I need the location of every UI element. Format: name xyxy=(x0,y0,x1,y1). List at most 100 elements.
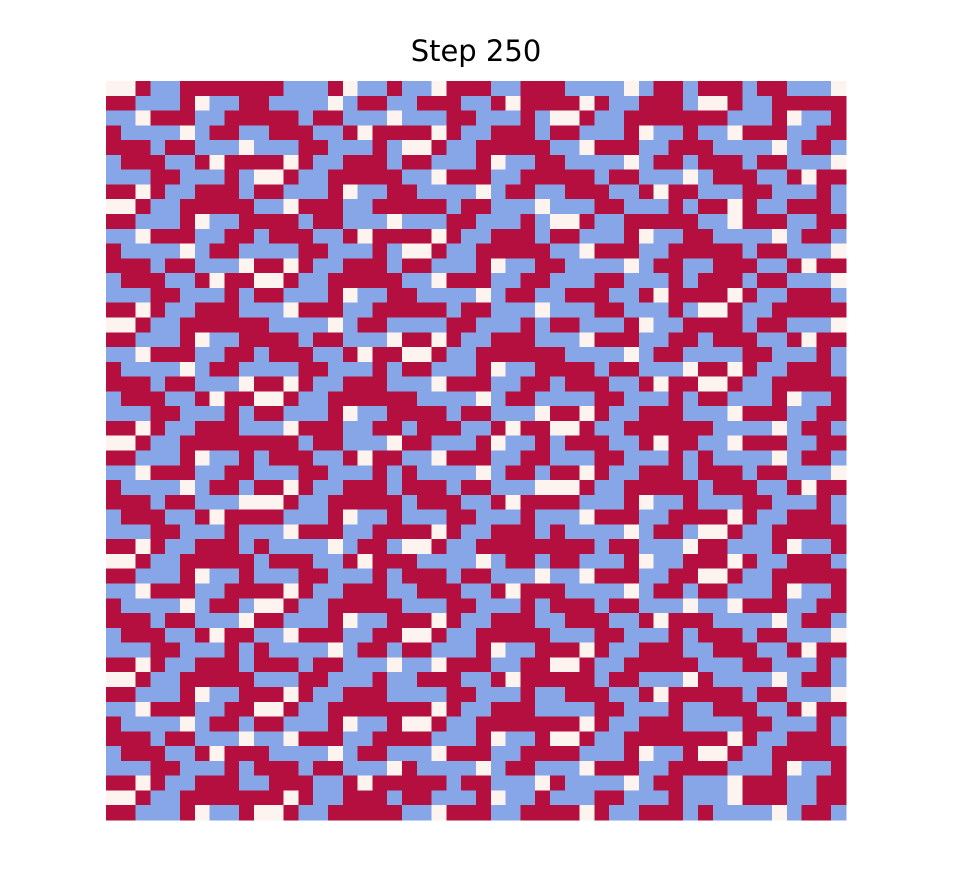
cell xyxy=(283,391,299,407)
cell xyxy=(461,184,477,200)
cell xyxy=(239,642,255,658)
cell xyxy=(431,214,447,230)
cell xyxy=(209,273,225,289)
cell xyxy=(594,435,610,451)
cell xyxy=(638,347,655,363)
cell xyxy=(431,465,447,481)
cell xyxy=(194,613,211,629)
cell xyxy=(402,435,418,451)
cell xyxy=(653,760,669,777)
cell xyxy=(786,716,803,732)
cell xyxy=(476,228,492,245)
cell xyxy=(624,391,640,407)
cell xyxy=(446,184,462,200)
cell xyxy=(372,450,388,466)
cell xyxy=(313,790,329,806)
cell xyxy=(357,465,373,481)
cell xyxy=(742,598,758,614)
cell xyxy=(194,214,211,230)
cell xyxy=(387,509,403,525)
cell xyxy=(120,627,137,644)
cell xyxy=(194,169,211,185)
cell xyxy=(816,347,832,363)
cell xyxy=(698,642,714,658)
cell xyxy=(683,657,699,673)
cell xyxy=(194,287,211,304)
cell xyxy=(653,302,669,318)
cell xyxy=(490,613,507,629)
cell xyxy=(180,228,196,245)
cell xyxy=(742,243,758,259)
cell xyxy=(727,184,743,200)
cell xyxy=(727,228,743,245)
cell xyxy=(209,391,225,407)
cell xyxy=(786,406,803,422)
cell xyxy=(550,450,566,466)
cell xyxy=(505,642,521,658)
cell xyxy=(505,435,521,451)
cell xyxy=(209,81,225,97)
cell xyxy=(328,583,344,599)
cell xyxy=(150,154,166,171)
cell xyxy=(209,480,225,496)
cell xyxy=(816,613,832,629)
cell xyxy=(357,524,373,540)
cell xyxy=(624,81,640,97)
cell xyxy=(772,480,788,496)
cell xyxy=(372,657,388,673)
cell xyxy=(624,583,640,599)
cell xyxy=(727,317,743,333)
cell xyxy=(431,716,447,732)
cell xyxy=(638,539,655,555)
cell xyxy=(298,214,314,230)
cell xyxy=(416,184,433,200)
cell xyxy=(564,95,581,112)
cell xyxy=(698,672,714,688)
cell xyxy=(431,361,447,378)
cell xyxy=(194,598,211,614)
cell xyxy=(387,302,403,318)
cell xyxy=(209,406,225,422)
cell xyxy=(801,361,817,378)
cell xyxy=(268,95,285,112)
cell xyxy=(328,95,344,112)
cell xyxy=(535,790,551,806)
cell xyxy=(150,760,166,777)
cell xyxy=(254,465,270,481)
cell xyxy=(461,450,477,466)
cell xyxy=(550,406,566,422)
cell xyxy=(757,406,773,422)
cell xyxy=(446,376,462,392)
cell xyxy=(490,391,507,407)
cell xyxy=(476,627,492,644)
cell xyxy=(535,598,551,614)
cell xyxy=(239,258,255,274)
cell xyxy=(283,760,299,777)
cell xyxy=(668,657,684,673)
cell xyxy=(653,391,669,407)
cell xyxy=(357,790,373,806)
cell xyxy=(564,81,581,97)
cell xyxy=(268,539,285,555)
cell xyxy=(535,524,551,540)
cell xyxy=(772,228,788,245)
cell xyxy=(372,598,388,614)
cell xyxy=(461,154,477,171)
cell xyxy=(476,110,492,126)
cell xyxy=(831,347,847,363)
cell xyxy=(298,746,314,762)
cell xyxy=(328,169,344,185)
cell xyxy=(757,110,773,126)
cell xyxy=(668,391,684,407)
cell xyxy=(239,243,255,259)
cell xyxy=(816,627,832,644)
cell xyxy=(831,243,847,259)
cell xyxy=(653,81,669,97)
cell xyxy=(239,790,255,806)
cell xyxy=(476,716,492,732)
cell xyxy=(638,775,655,791)
cell xyxy=(328,701,344,718)
cell xyxy=(757,598,773,614)
cell xyxy=(342,480,359,496)
cell xyxy=(550,642,566,658)
